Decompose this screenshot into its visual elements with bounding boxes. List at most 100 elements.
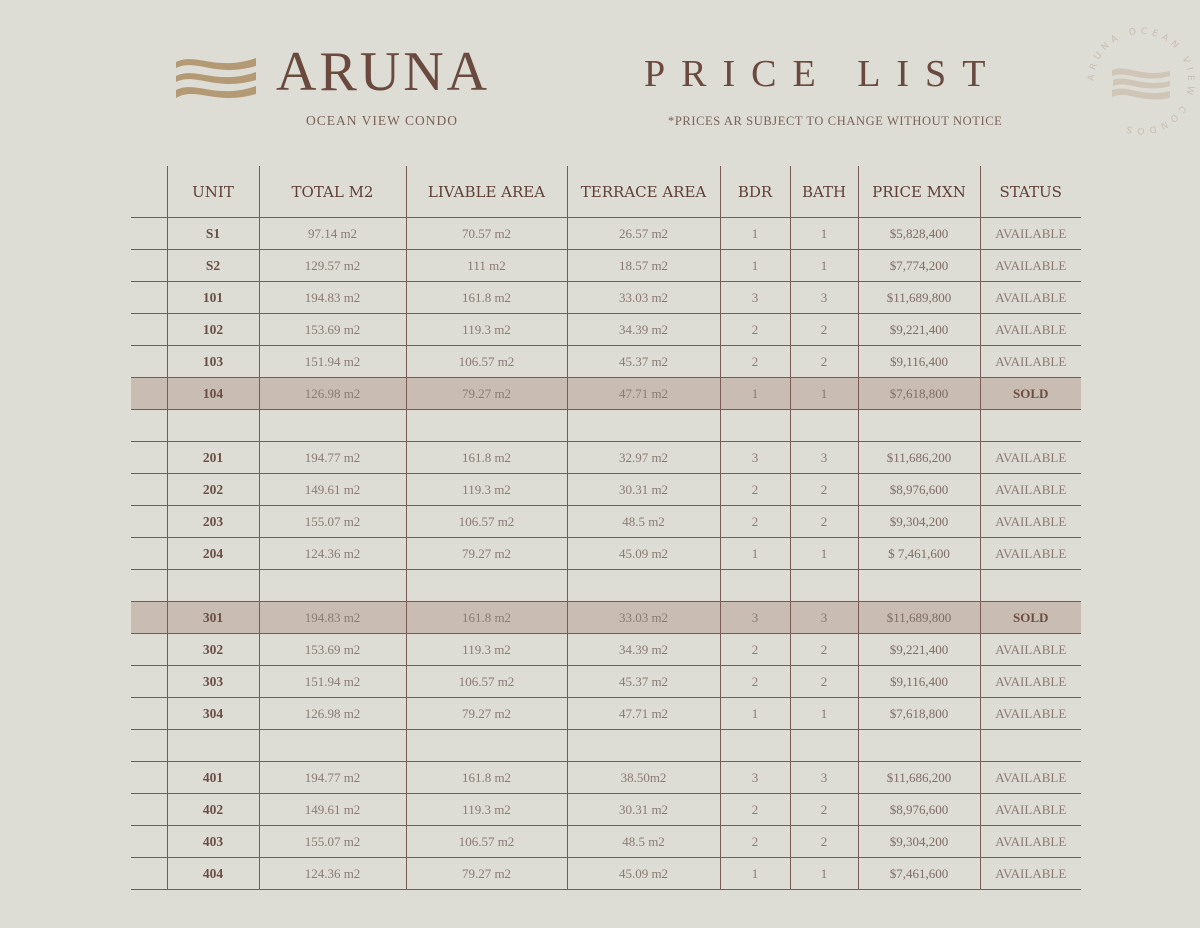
total-cell: 194.77 m2 bbox=[258, 761, 406, 794]
table-row: 101 194.83 m2 161.8 m2 33.03 m2 3 3 $11,689,80… bbox=[131, 281, 1081, 314]
price-cell: $8,976,600 bbox=[857, 473, 980, 506]
table-body: S1 97.14 m2 70.57 m2 26.57 m2 1 1 $5,828,400 AV… bbox=[131, 217, 1081, 890]
bdr-cell: 1 bbox=[719, 537, 790, 570]
bdr-cell: 1 bbox=[719, 697, 790, 730]
terrace-cell: 26.57 m2 bbox=[566, 217, 720, 250]
total-cell: 97.14 m2 bbox=[258, 217, 406, 250]
total-cell: 126.98 m2 bbox=[258, 377, 406, 410]
bath-cell: 2 bbox=[789, 793, 858, 826]
bdr-cell: 2 bbox=[719, 505, 790, 538]
status-cell: AVAILABLE bbox=[979, 217, 1081, 250]
spacer-cell bbox=[131, 601, 167, 634]
total-cell: 155.07 m2 bbox=[258, 825, 406, 858]
price-cell: $7,461,600 bbox=[857, 857, 980, 890]
total-cell bbox=[258, 569, 406, 602]
spacer-cell bbox=[131, 697, 167, 730]
livable-cell: 106.57 m2 bbox=[405, 505, 567, 538]
bath-cell: 1 bbox=[789, 377, 858, 410]
livable-cell: 119.3 m2 bbox=[405, 793, 567, 826]
bath-cell: 3 bbox=[789, 441, 858, 474]
total-cell: 149.61 m2 bbox=[258, 793, 406, 826]
terrace-cell: 34.39 m2 bbox=[566, 313, 720, 346]
separator-row bbox=[131, 729, 1081, 762]
status-cell bbox=[979, 729, 1081, 762]
terrace-cell: 33.03 m2 bbox=[566, 281, 720, 314]
bdr-cell: 2 bbox=[719, 345, 790, 378]
livable-cell: 79.27 m2 bbox=[405, 697, 567, 730]
unit-cell: 101 bbox=[166, 281, 259, 314]
table-row: 203 155.07 m2 106.57 m2 48.5 m2 2 2 $9,304,200… bbox=[131, 505, 1081, 538]
terrace-cell: 30.31 m2 bbox=[566, 793, 720, 826]
status-cell: AVAILABLE bbox=[979, 761, 1081, 794]
status-cell: SOLD bbox=[979, 601, 1081, 634]
terrace-cell: 45.09 m2 bbox=[566, 857, 720, 890]
livable-cell: 106.57 m2 bbox=[405, 345, 567, 378]
spacer-cell bbox=[131, 633, 167, 666]
table-row: 102 153.69 m2 119.3 m2 34.39 m2 2 2 $9,221,400… bbox=[131, 313, 1081, 346]
table-row: 204 124.36 m2 79.27 m2 45.09 m2 1 1 $ 7,461,60… bbox=[131, 537, 1081, 570]
unit-cell: 303 bbox=[166, 665, 259, 698]
total-cell: 124.36 m2 bbox=[258, 537, 406, 570]
status-cell: AVAILABLE bbox=[979, 473, 1081, 506]
bath-cell bbox=[789, 729, 858, 762]
watermark-seal-icon: ARUNA OCEAN VIEW CONDOS bbox=[1087, 27, 1195, 136]
total-cell: 149.61 m2 bbox=[258, 473, 406, 506]
bdr-cell: 2 bbox=[719, 473, 790, 506]
livable-cell: 161.8 m2 bbox=[405, 441, 567, 474]
spacer-cell bbox=[131, 249, 167, 282]
status-cell: AVAILABLE bbox=[979, 345, 1081, 378]
column-header-price-mxn: PRICE MXN bbox=[857, 166, 980, 218]
seal-text: ARUNA OCEAN VIEW CONDOS bbox=[1087, 27, 1191, 136]
livable-cell: 161.8 m2 bbox=[405, 761, 567, 794]
table-row: 302 153.69 m2 119.3 m2 34.39 m2 2 2 $9,221,400… bbox=[131, 633, 1081, 666]
livable-cell: 161.8 m2 bbox=[405, 281, 567, 314]
price-cell: $9,304,200 bbox=[857, 505, 980, 538]
bath-cell: 2 bbox=[789, 665, 858, 698]
price-cell bbox=[857, 729, 980, 762]
waves-logo-icon bbox=[176, 58, 256, 98]
livable-cell bbox=[405, 409, 567, 442]
terrace-cell: 18.57 m2 bbox=[566, 249, 720, 282]
total-cell: 151.94 m2 bbox=[258, 345, 406, 378]
column-header-livable-area: LIVABLE AREA bbox=[405, 166, 567, 218]
unit-cell: 403 bbox=[166, 825, 259, 858]
unit-cell: 304 bbox=[166, 697, 259, 730]
price-cell: $9,116,400 bbox=[857, 345, 980, 378]
bath-cell: 3 bbox=[789, 761, 858, 794]
bath-cell: 2 bbox=[789, 345, 858, 378]
total-cell: 153.69 m2 bbox=[258, 633, 406, 666]
price-notice: *PRICES AR SUBJECT TO CHANGE WITHOUT NOT… bbox=[668, 114, 1003, 128]
terrace-cell: 47.71 m2 bbox=[566, 377, 720, 410]
terrace-cell: 38.50m2 bbox=[566, 761, 720, 794]
bath-cell: 1 bbox=[789, 249, 858, 282]
livable-cell: 79.27 m2 bbox=[405, 377, 567, 410]
svg-text:ARUNA OCEAN VIEW CONDOS: ARUNA OCEAN VIEW CONDOS bbox=[1087, 27, 1195, 136]
column-header-terrace-area: TERRACE AREA bbox=[566, 166, 720, 218]
column-header-status: STATUS bbox=[979, 166, 1081, 218]
unit-cell bbox=[166, 569, 259, 602]
unit-cell: 404 bbox=[166, 857, 259, 890]
unit-cell: 103 bbox=[166, 345, 259, 378]
livable-cell: 106.57 m2 bbox=[405, 825, 567, 858]
total-cell bbox=[258, 729, 406, 762]
total-cell: 194.83 m2 bbox=[258, 601, 406, 634]
bdr-cell: 2 bbox=[719, 313, 790, 346]
separator-row bbox=[131, 409, 1081, 442]
total-cell: 194.83 m2 bbox=[258, 281, 406, 314]
total-cell: 126.98 m2 bbox=[258, 697, 406, 730]
unit-cell: S2 bbox=[166, 249, 259, 282]
spacer-cell bbox=[131, 281, 167, 314]
table-row: S2 129.57 m2 111 m2 18.57 m2 1 1 $7,774,200 AVA… bbox=[131, 249, 1081, 282]
bdr-cell: 2 bbox=[719, 633, 790, 666]
page-title: PRICE LIST bbox=[644, 53, 1002, 95]
unit-cell: 102 bbox=[166, 313, 259, 346]
separator-row bbox=[131, 569, 1081, 602]
spacer-cell bbox=[131, 761, 167, 794]
spacer-cell bbox=[131, 345, 167, 378]
status-cell: AVAILABLE bbox=[979, 665, 1081, 698]
unit-cell bbox=[166, 409, 259, 442]
bdr-cell: 3 bbox=[719, 441, 790, 474]
spacer-cell bbox=[131, 409, 167, 442]
terrace-cell: 48.5 m2 bbox=[566, 825, 720, 858]
